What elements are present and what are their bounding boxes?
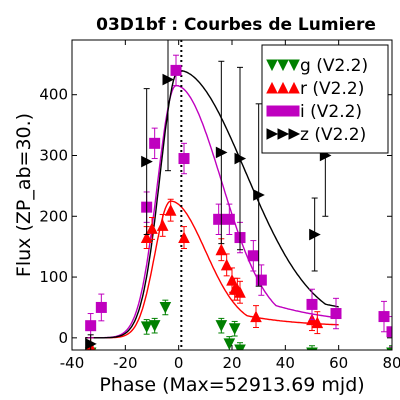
x-tick-label: -40 bbox=[60, 354, 85, 372]
data-point bbox=[250, 310, 262, 323]
data-point bbox=[309, 228, 321, 241]
x-tick-label: 80 bbox=[382, 354, 400, 372]
data-point bbox=[148, 320, 161, 332]
data-point bbox=[162, 73, 175, 86]
legend-label: i (V2.2) bbox=[300, 102, 362, 122]
chart-title: 03D1bf : Courbes de Lumiere bbox=[96, 15, 376, 35]
data-point bbox=[140, 321, 153, 334]
x-axis-title: Phase (Max=52913.69 mjd) bbox=[99, 374, 364, 396]
data-point bbox=[253, 189, 265, 201]
data-points bbox=[84, 40, 392, 350]
data-point bbox=[159, 301, 172, 314]
fit-curve bbox=[85, 69, 339, 339]
data-point bbox=[140, 231, 153, 244]
legend: g (V2.2) r (V2.2) i (V2.2) z (V2.2) bbox=[261, 44, 389, 154]
legend-marker bbox=[266, 128, 279, 140]
data-point bbox=[215, 243, 228, 256]
legend-marker bbox=[277, 59, 289, 72]
data-point bbox=[223, 338, 236, 350]
data-point bbox=[255, 274, 267, 286]
data-point bbox=[234, 286, 246, 298]
data-point bbox=[215, 146, 228, 159]
legend-label: z (V2.2) bbox=[300, 125, 366, 145]
data-point bbox=[156, 219, 169, 231]
data-point bbox=[228, 323, 241, 335]
data-point bbox=[178, 153, 190, 165]
data-point bbox=[234, 152, 247, 165]
data-point bbox=[311, 316, 324, 329]
data-point bbox=[386, 326, 392, 338]
data-point bbox=[170, 64, 182, 76]
legend-marker bbox=[277, 81, 289, 94]
data-point bbox=[149, 137, 161, 149]
data-point bbox=[306, 298, 318, 310]
legend-marker bbox=[266, 105, 278, 117]
x-tick-label: 60 bbox=[329, 354, 348, 372]
data-point bbox=[378, 311, 390, 323]
data-point bbox=[164, 204, 177, 216]
fit-curve bbox=[85, 84, 339, 339]
legend-marker bbox=[288, 128, 301, 140]
fit-curves bbox=[85, 69, 339, 339]
data-point bbox=[85, 338, 97, 350]
y-axis-title: Flux (ZP_ab=30.) bbox=[13, 113, 35, 277]
data-point bbox=[234, 344, 246, 350]
data-point bbox=[215, 320, 228, 332]
legend-marker bbox=[277, 128, 290, 140]
legend-label: g (V2.2) bbox=[300, 56, 368, 76]
data-point bbox=[146, 222, 158, 234]
y-tick-label: 200 bbox=[39, 207, 68, 225]
y-tick-label: 100 bbox=[39, 268, 68, 286]
fit-curve bbox=[85, 200, 339, 339]
x-tick-label: -20 bbox=[113, 354, 138, 372]
data-point bbox=[220, 258, 233, 271]
y-tick-label: 300 bbox=[39, 146, 68, 164]
data-point bbox=[213, 213, 225, 225]
y-tick-label: 400 bbox=[39, 86, 68, 104]
x-tick-label: 20 bbox=[222, 354, 241, 372]
data-point bbox=[223, 213, 235, 225]
data-point bbox=[85, 320, 97, 332]
legend-marker bbox=[266, 81, 278, 94]
data-point bbox=[141, 155, 153, 168]
legend-label: r (V2.2) bbox=[300, 79, 364, 99]
data-point bbox=[95, 301, 107, 313]
x-tick-label: 40 bbox=[276, 354, 295, 372]
x-tick-label: 0 bbox=[174, 354, 184, 372]
legend-marker bbox=[266, 59, 278, 72]
legend-marker bbox=[277, 105, 289, 117]
legend-marker bbox=[288, 81, 300, 94]
axis-ticks: -40 -20 0 20 40 60 80 0 100 200 300 400 bbox=[39, 40, 400, 372]
data-point bbox=[330, 308, 342, 320]
data-point bbox=[247, 250, 259, 262]
y-tick-label: 0 bbox=[58, 329, 68, 347]
legend-marker bbox=[288, 105, 300, 117]
data-point bbox=[178, 231, 190, 244]
legend-marker bbox=[288, 59, 300, 72]
